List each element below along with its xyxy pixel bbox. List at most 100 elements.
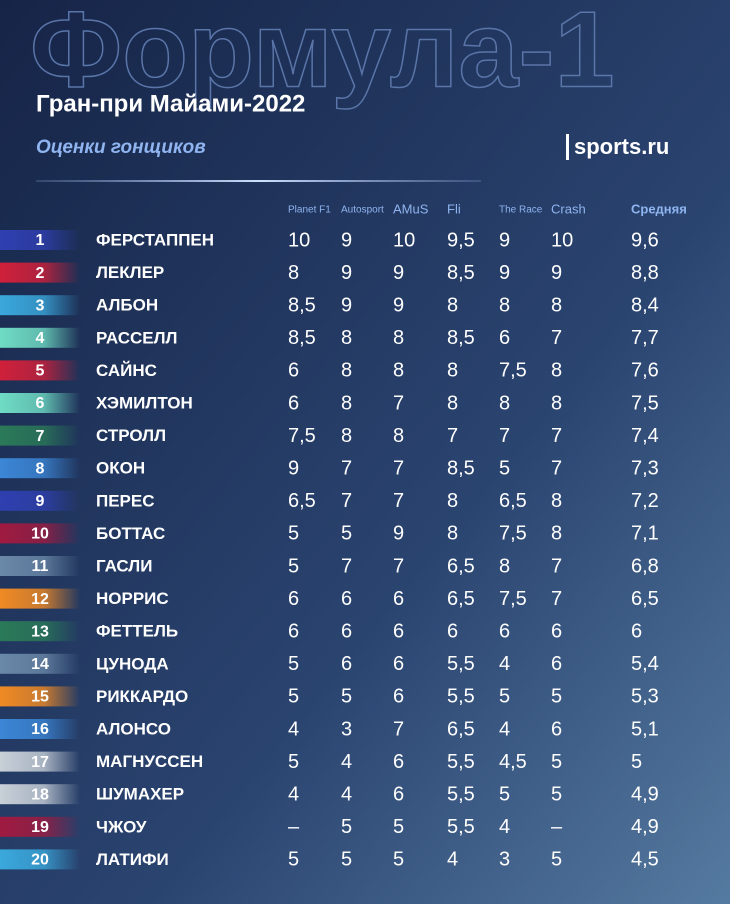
score: 5,5 — [447, 783, 475, 805]
column-header: AMuS — [393, 201, 429, 216]
score: 7,7 — [631, 327, 659, 349]
score: 5,5 — [447, 816, 475, 838]
score: 7 — [499, 425, 510, 447]
column-header: Crash — [551, 201, 586, 216]
score: 5 — [393, 816, 404, 838]
team-badge — [0, 849, 80, 870]
score: 7 — [551, 555, 562, 577]
driver-name: ЦУНОДА — [96, 654, 169, 673]
driver-name: СТРОЛЛ — [96, 426, 166, 445]
score: 7 — [341, 457, 352, 479]
team-badge — [0, 816, 80, 837]
column-header: Autosport — [341, 205, 384, 216]
score: 6,5 — [447, 555, 475, 577]
watermark: Формула-1 — [30, 0, 615, 110]
driver-name: ШУМАХЕР — [96, 785, 184, 804]
score: 5 — [341, 849, 352, 871]
score: 7 — [341, 555, 352, 577]
position: 6 — [36, 395, 45, 412]
score: 5 — [288, 751, 299, 773]
score: 5 — [551, 849, 562, 871]
column-header: The Race — [499, 205, 543, 216]
divider — [36, 180, 481, 182]
team-badge — [0, 686, 80, 707]
score: 7 — [551, 327, 562, 349]
team-badge — [0, 262, 80, 283]
score: 5 — [288, 555, 299, 577]
score: 9 — [288, 457, 299, 479]
score: 10 — [393, 229, 415, 251]
column-header: Planet F1 — [288, 205, 331, 216]
score: 8,5 — [447, 327, 475, 349]
score: 9 — [499, 229, 510, 251]
position: 19 — [31, 819, 49, 836]
score: 7 — [393, 457, 404, 479]
driver-name: ЛЕКЛЕР — [96, 263, 164, 282]
score: 5 — [499, 783, 510, 805]
team-badge — [0, 360, 80, 381]
position: 12 — [31, 591, 49, 608]
score: 5,5 — [447, 686, 475, 708]
logo: sports.ru — [574, 134, 669, 159]
score: 7,4 — [631, 425, 659, 447]
score: 5,4 — [631, 653, 659, 675]
score: 8,5 — [288, 327, 316, 349]
team-badge — [0, 621, 80, 642]
driver-name: АЛБОН — [96, 296, 158, 315]
score: 6 — [341, 653, 352, 675]
score: 7,2 — [631, 490, 659, 512]
score: 7,5 — [499, 588, 527, 610]
score: 4,9 — [631, 816, 659, 838]
score: 7 — [393, 718, 404, 740]
driver-name: РАССЕЛЛ — [96, 328, 177, 347]
score: 7,5 — [631, 392, 659, 414]
score: 5 — [551, 686, 562, 708]
score: 6 — [551, 718, 562, 740]
score: 6 — [393, 751, 404, 773]
position: 17 — [31, 754, 49, 771]
score: 6 — [393, 620, 404, 642]
score: 6 — [393, 686, 404, 708]
driver-name: САЙНС — [96, 361, 157, 380]
team-badge — [0, 458, 80, 479]
position: 10 — [31, 526, 49, 543]
column-header: Средняя — [631, 201, 687, 216]
score: 4 — [341, 751, 352, 773]
team-badge — [0, 523, 80, 544]
score: 9 — [551, 262, 562, 284]
score: 7 — [393, 490, 404, 512]
position: 13 — [31, 623, 49, 640]
driver-name: ЧЖОУ — [96, 817, 147, 836]
score: 8 — [341, 392, 352, 414]
score: 6 — [551, 653, 562, 675]
score: 7 — [551, 588, 562, 610]
score: 7,5 — [288, 425, 316, 447]
position: 8 — [36, 460, 45, 477]
score: 7,6 — [631, 360, 659, 382]
score: 10 — [551, 229, 573, 251]
score: 8 — [499, 294, 510, 316]
team-badge — [0, 588, 80, 609]
score: 4 — [288, 718, 299, 740]
driver-name: АЛОНСО — [96, 719, 171, 738]
score: 6 — [288, 620, 299, 642]
score: 5,3 — [631, 686, 659, 708]
score: 9 — [393, 294, 404, 316]
score: 9 — [341, 229, 352, 251]
score: 5 — [341, 816, 352, 838]
score: 8 — [447, 392, 458, 414]
score: 4,5 — [631, 849, 659, 871]
column-header: Fli — [447, 201, 461, 216]
score: 7,1 — [631, 523, 659, 545]
score: 8 — [499, 392, 510, 414]
score: 4 — [499, 816, 510, 838]
score: 8 — [447, 490, 458, 512]
score: 4,9 — [631, 783, 659, 805]
team-badge — [0, 327, 80, 348]
team-badge — [0, 393, 80, 413]
score: 8 — [551, 392, 562, 414]
score: 6 — [393, 653, 404, 675]
score: 8,8 — [631, 262, 659, 284]
